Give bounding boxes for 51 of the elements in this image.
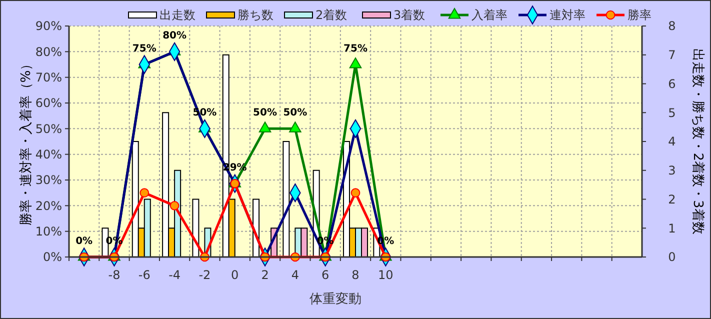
bar [192,198,200,258]
data-label: 75% [132,44,156,54]
y2-tick-label: 2 [668,192,676,206]
point [140,188,150,198]
data-label: 50% [283,108,308,119]
x-tick-label: 0 [231,268,239,282]
y-tick-label: 40% [35,148,62,162]
y2-tick-label: 7 [668,48,676,62]
legend-label: 勝率 [628,8,652,22]
y-tick-label: 10% [35,224,62,239]
y-axis-title: 勝率・連対率・入着率（%） [18,57,34,226]
data-label: 50% [253,108,277,119]
y2-axis-title: 出走数・勝ち数・2着数・3着数 [690,48,706,234]
x-tick-label: 2 [261,268,269,282]
x-tick-label: 8 [352,268,360,282]
y-tick-label: 0% [42,250,62,264]
bar [282,141,290,258]
y2-tick-label: 0 [668,250,676,264]
point [350,188,360,198]
y2-tick-label: 6 [668,76,676,91]
point [170,200,180,210]
data-label: 75% [344,44,368,54]
y-tick-label: 60% [35,96,62,110]
x-tick-label: 6 [322,268,330,282]
x-tick-label: -6 [138,268,150,282]
y2-tick-label: 8 [668,19,676,34]
y-tick-label: 70% [35,70,62,85]
x-tick-label: -8 [108,268,120,282]
x-axis-title: 体重変動 [310,291,362,307]
y2-tick-label: 3 [668,164,676,178]
y-tick-label: 90% [35,19,62,34]
legend-label: 3着数 [394,8,426,22]
data-label: 0% [76,236,93,247]
y2-tick-label: 4 [668,134,676,149]
y-tick-label: 30% [35,173,62,188]
data-label: 0% [316,236,334,247]
legend-label: 入着率 [472,8,508,22]
y2-tick-label: 5 [668,106,676,120]
y-tick-label: 20% [35,198,62,213]
legend-label: 2着数 [316,8,348,22]
y-tick-label: 80% [35,44,62,59]
x-tick-label: -2 [198,268,211,282]
legend-label: 出走数 [160,8,196,22]
legend-label: 連対率 [550,8,586,22]
y2-tick-label: 1 [668,221,676,236]
x-tick-label: 4 [291,268,300,282]
y-tick-label: 50% [35,122,62,136]
x-tick-label: 10 [378,268,394,282]
x-tick-label: -4 [168,268,181,282]
data-label: 80% [162,30,187,42]
legend-label: 勝ち数 [238,8,274,22]
